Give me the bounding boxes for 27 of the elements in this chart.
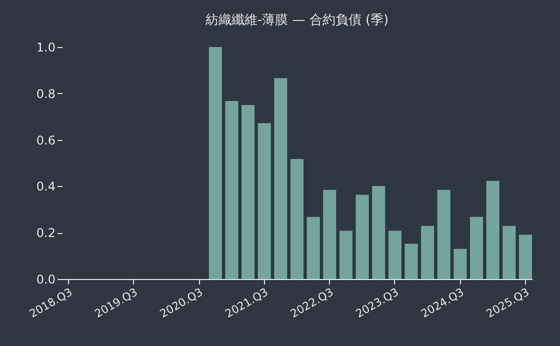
bar: [437, 190, 450, 279]
bar: [290, 159, 304, 279]
bar: [518, 234, 532, 279]
bar: [225, 101, 238, 279]
bar: [470, 216, 484, 279]
y-tick-label: 0.6: [36, 133, 56, 148]
y-tick-label: 0.4: [36, 180, 56, 194]
bar: [208, 47, 222, 279]
bar: [323, 190, 336, 279]
y-tick-label: 0.8: [36, 86, 56, 101]
bar: [486, 180, 500, 279]
bar: [258, 123, 271, 279]
bar: [356, 194, 369, 279]
y-tick-label: 0.2: [36, 226, 56, 240]
bar: [404, 244, 418, 279]
bar: [242, 105, 255, 279]
bar: [306, 216, 320, 279]
bar: [372, 186, 386, 279]
bar: [421, 226, 434, 279]
bar: [274, 78, 288, 279]
y-tick-label: 0.0: [36, 272, 56, 286]
y-tick-label: 1.0: [36, 40, 56, 54]
chart-title: 紡織纖維-薄膜 — 合約負債 (季): [205, 13, 389, 28]
bar: [502, 226, 516, 279]
bar: [388, 230, 402, 279]
bar: [454, 248, 467, 279]
bar: [339, 230, 352, 279]
